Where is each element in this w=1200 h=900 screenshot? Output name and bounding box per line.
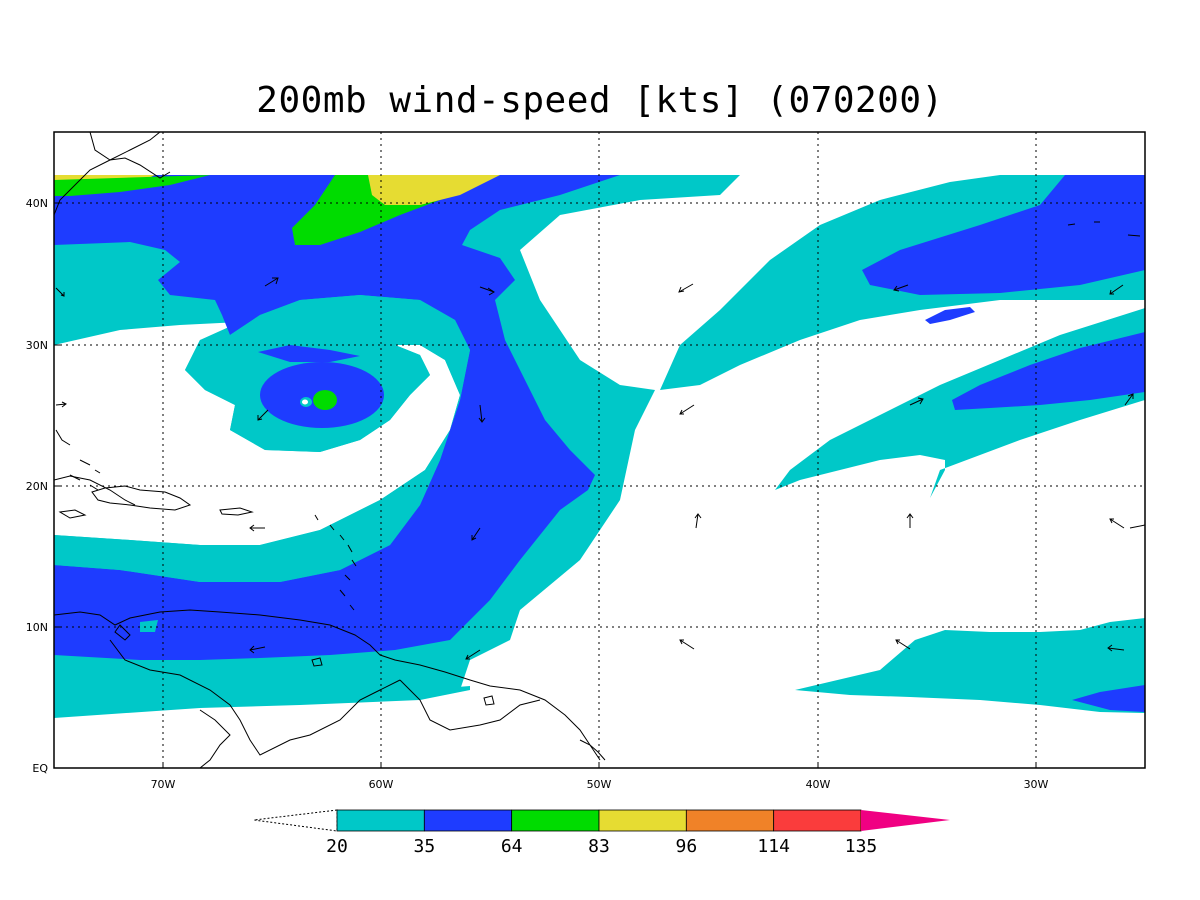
wind-arrow: [679, 404, 695, 415]
contour-35-caribbean: [140, 620, 158, 632]
colorbar-bin: [511, 809, 600, 832]
coastlines: [54, 132, 1145, 768]
wind-arrow: [906, 513, 914, 528]
contour-35-main: [54, 175, 620, 660]
wind-arrow: [1107, 644, 1125, 652]
contour-35-east: [952, 332, 1145, 410]
lat-labels: EQ 10N 20N 30N 40N: [26, 197, 49, 775]
contour-20-se: [795, 618, 1145, 713]
contour-83-north: [368, 175, 500, 205]
wind-arrow: [264, 277, 279, 287]
wind-arrow: [249, 645, 266, 654]
lon-label: 30W: [1024, 778, 1049, 791]
coast-bahamas: [55, 429, 101, 491]
colorbar-tick-label: 83: [588, 836, 610, 857]
coast-south-america: [54, 609, 601, 761]
lat-label: EQ: [32, 762, 48, 775]
wind-arrow: [55, 401, 67, 408]
colorbar-tick-label: 135: [845, 836, 878, 857]
contour-20-ring: [54, 295, 470, 582]
colorbar-tick-label: 35: [413, 836, 435, 857]
wind-arrow: [679, 639, 695, 650]
coast-north-america: [54, 132, 161, 216]
axis-ticks: [54, 202, 1037, 768]
lat-label: 40N: [26, 197, 48, 210]
lon-labels: 70W 60W 50W 40W 30W: [151, 778, 1049, 791]
colorbar-bin: [598, 809, 687, 832]
colorbar-bins: [336, 809, 862, 832]
lon-label: 40W: [806, 778, 831, 791]
wind-arrow: [895, 639, 911, 650]
wind-arrow: [55, 287, 65, 297]
graticule: [54, 132, 1145, 768]
wind-arrow: [471, 527, 481, 541]
colorbar-tick-label: 114: [757, 836, 790, 857]
lon-label: 60W: [369, 778, 394, 791]
colorbar-tick-label: 64: [501, 836, 523, 857]
wind-arrow: [909, 397, 924, 406]
boundary-guianas: [399, 679, 541, 731]
lat-label: 10N: [26, 621, 48, 634]
colorbar-underflow: [253, 809, 338, 832]
wind-arrow: [1109, 284, 1124, 295]
colorbar-tick-label: 96: [675, 836, 697, 857]
wind-arrow: [694, 513, 702, 529]
coast-amazon-mouth: [579, 739, 606, 761]
wind-arrow: [257, 409, 269, 421]
boundary-colombia: [109, 639, 401, 756]
wind-arrow: [478, 404, 486, 423]
wind-arrow: [249, 524, 265, 532]
colorbar: 20 35 64 83 96 114 135: [253, 809, 950, 857]
wind-arrow: [1109, 518, 1125, 529]
coast-trinidad: [311, 657, 323, 667]
wind-arrow: [1124, 393, 1134, 406]
coast-puerto-rico: [219, 507, 254, 516]
colorbar-tick-label: 20: [326, 836, 348, 857]
lon-label: 70W: [151, 778, 176, 791]
contour-35-ne-blob: [925, 307, 975, 324]
map-title: 200mb wind-speed [kts] (070200): [256, 80, 944, 121]
wind-arrow: [465, 649, 481, 660]
coast-amazon-islands: [483, 695, 495, 706]
contour-64-core: [313, 390, 337, 410]
boundary-brazil: [199, 709, 231, 768]
contour-35-se: [1072, 685, 1145, 712]
contour-35-core-ext: [258, 345, 360, 362]
colorbar-bin: [423, 809, 513, 832]
lat-label: 20N: [26, 480, 48, 493]
wind-vectors: [55, 277, 1134, 660]
colorbar-ticks: 20 35 64 83 96 114 135: [326, 836, 877, 857]
lon-label: 50W: [587, 778, 612, 791]
contour-below20-gyre: [54, 322, 460, 545]
coast-hispaniola: [91, 485, 192, 511]
coast-azores: [1067, 221, 1141, 237]
wind-arrow: [479, 286, 495, 296]
coast-antilles: [314, 514, 357, 611]
coast-newengland: [89, 132, 171, 179]
coast-lake-maracaibo: [114, 624, 131, 641]
wind-arrow: [893, 284, 909, 292]
coast-cuba: [54, 475, 136, 506]
contour-35-ne: [862, 175, 1145, 295]
coast-canaries: [1129, 524, 1145, 529]
colorbar-overflow: [861, 810, 950, 831]
colorbar-bin: [336, 809, 425, 832]
colorbar-bin: [773, 809, 862, 832]
contour-64-nw: [54, 175, 210, 196]
coast-jamaica: [58, 509, 87, 519]
wind-arrow: [678, 283, 694, 293]
colorbar-bin: [685, 809, 775, 832]
lat-label: 30N: [26, 339, 48, 352]
contour-20-south: [54, 686, 470, 718]
contour-core-eye-inner: [302, 399, 308, 405]
